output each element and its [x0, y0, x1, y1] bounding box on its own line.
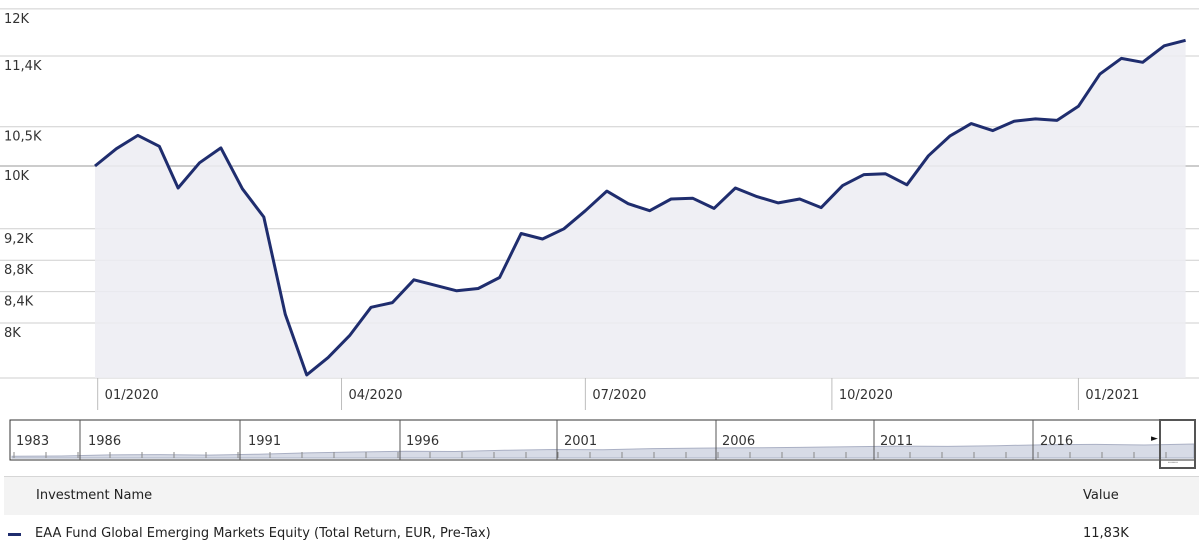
- legend-table: Investment Name Value EAA Fund Global Em…: [4, 476, 1199, 553]
- y-tick-label: 8,4K: [4, 295, 34, 310]
- column-header-investment-name[interactable]: Investment Name: [36, 488, 153, 503]
- table-header-row: Investment Name Value: [4, 476, 1199, 516]
- y-tick-label: 8,8K: [4, 263, 34, 278]
- navigator-year-label: 2001: [564, 434, 597, 449]
- y-tick-label: 8K: [4, 326, 21, 341]
- navigator-year-grid: 1983 1986 1991 1996 2001 2006 2011 2016: [13, 420, 1167, 460]
- navigator-year-label: 1996: [406, 434, 439, 449]
- y-tick-label: 12K: [4, 12, 30, 27]
- table-row: EAA Fund Global Emerging Markets Equity …: [4, 515, 1199, 553]
- investment-value-cell: 11,83K: [1083, 526, 1129, 541]
- x-tick-label: 07/2020: [592, 388, 646, 403]
- navigator-year-label: 2016: [1040, 434, 1073, 449]
- navigator-year-label: 1991: [248, 434, 281, 449]
- y-tick-label: 10K: [4, 169, 30, 184]
- navigator-year-label: 2011: [880, 434, 913, 449]
- y-tick-label: 9,2K: [4, 232, 34, 247]
- y-tick-label: 11,4K: [4, 59, 42, 74]
- performance-chart: 12K 11,4K 10,5K 10K 9,2K 8,8K 8,4K 8K 01/2020 04…: [0, 8, 1199, 410]
- series-legend-swatch: [8, 533, 21, 536]
- x-tick-label: 10/2020: [839, 388, 893, 403]
- series-line: [94, 38, 1186, 377]
- navigator-scroll-right-icon[interactable]: ►: [1151, 434, 1158, 444]
- x-axis: 01/2020 04/2020 07/2020 10/2020 01/2021: [97, 378, 1139, 410]
- x-tick-label: 01/2020: [105, 388, 159, 403]
- column-header-value[interactable]: Value: [1083, 488, 1119, 503]
- navigator-year-label: 1986: [88, 434, 121, 449]
- investment-name-cell: EAA Fund Global Emerging Markets Equity …: [35, 526, 491, 541]
- x-tick-label: 04/2020: [349, 388, 403, 403]
- y-axis: 12K 11,4K 10,5K 10K 9,2K 8,8K 8,4K 8K: [4, 12, 42, 341]
- navigator-drag-handle-icon[interactable]: ┈┈: [1168, 458, 1178, 467]
- navigator-year-label: 1983: [16, 434, 49, 449]
- navigator-selection-window[interactable]: [1159, 419, 1196, 469]
- x-tick-label: 01/2021: [1085, 388, 1139, 403]
- y-tick-label: 10,5K: [4, 130, 42, 145]
- navigator-year-label: 2006: [722, 434, 755, 449]
- navigator-history-area: [11, 443, 1195, 459]
- range-navigator[interactable]: 1983 1986 1991 1996 2001 2006 2011 2016 ► ┈┈: [0, 419, 1199, 471]
